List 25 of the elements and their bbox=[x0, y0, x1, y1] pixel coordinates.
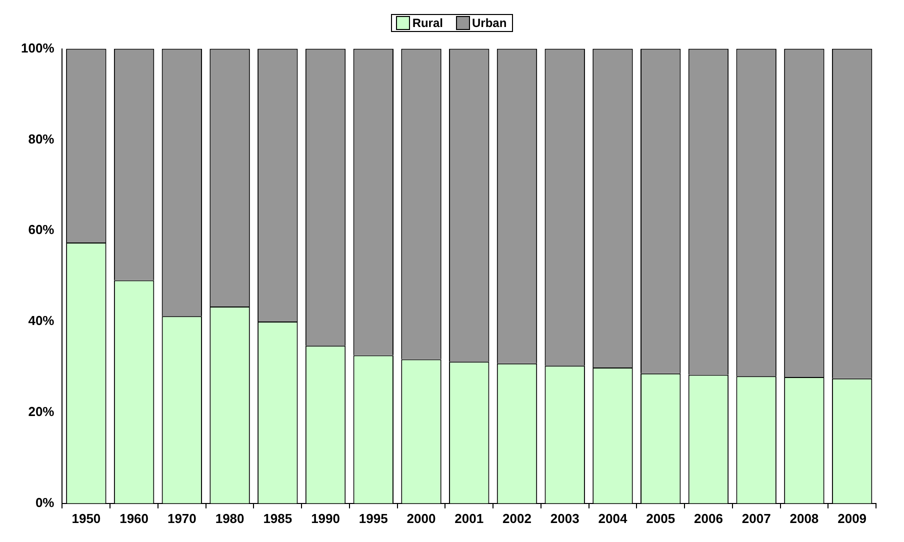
x-tick-label: 1990 bbox=[311, 510, 340, 526]
y-tick-label: 100% bbox=[21, 40, 55, 56]
x-tick-label: 2005 bbox=[646, 510, 676, 526]
x-tick-label: 1995 bbox=[358, 510, 388, 526]
y-tick-label: 20% bbox=[28, 404, 55, 420]
x-tick-label: 2002 bbox=[502, 510, 532, 526]
x-tick-label: 1985 bbox=[263, 510, 292, 526]
legend-label: Rural bbox=[412, 16, 443, 30]
x-tick-label: 2004 bbox=[598, 510, 628, 526]
x-tick-label: 2001 bbox=[454, 510, 484, 526]
y-tick-label: 40% bbox=[28, 313, 55, 328]
legend-label: Urban bbox=[472, 16, 507, 30]
x-tick-label: 1980 bbox=[215, 510, 244, 526]
x-tick-label: 2006 bbox=[694, 510, 723, 526]
x-tick-label: 1960 bbox=[120, 510, 149, 526]
y-tick-label: 60% bbox=[28, 222, 55, 238]
x-tick-label: 2008 bbox=[790, 510, 819, 526]
x-tick-label: 1950 bbox=[72, 510, 101, 526]
x-tick-label: 2007 bbox=[742, 510, 771, 526]
y-tick-label: 80% bbox=[28, 131, 55, 146]
x-tick-label: 2003 bbox=[550, 510, 580, 526]
y-tick-label: 0% bbox=[35, 494, 55, 510]
x-tick-label: 1970 bbox=[167, 510, 196, 526]
x-tick-label: 2000 bbox=[406, 510, 436, 526]
x-tick-label: 2009 bbox=[838, 510, 867, 526]
